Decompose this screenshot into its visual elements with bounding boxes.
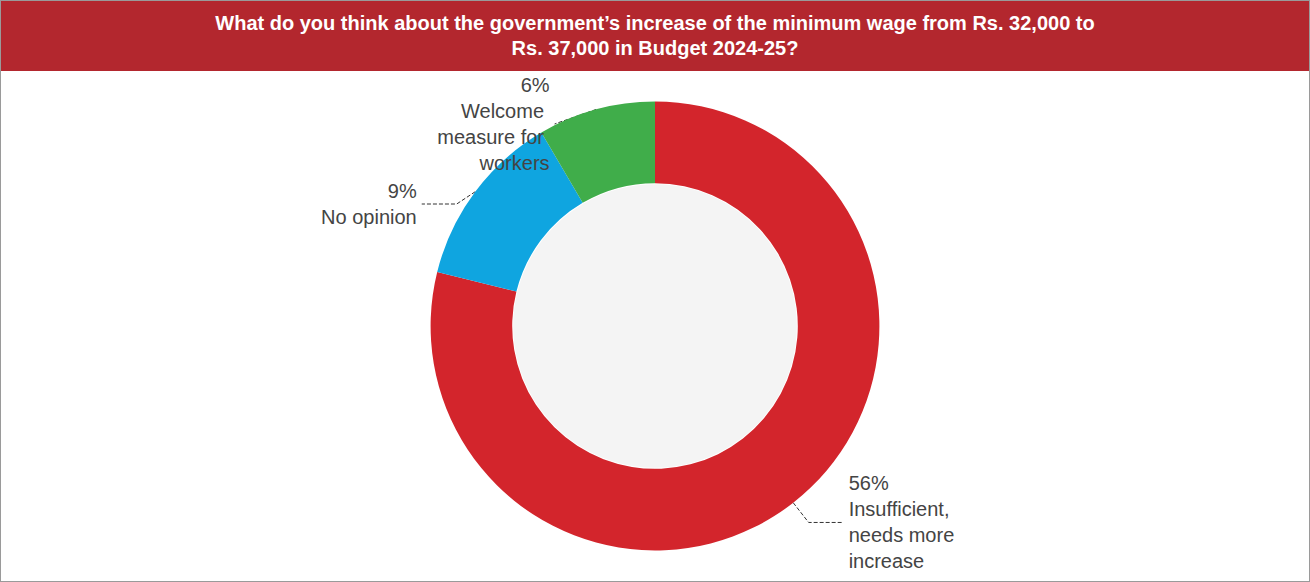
svg-text:needs more: needs more <box>849 524 960 546</box>
svg-text:No opinion: No opinion <box>321 206 417 228</box>
svg-text:6%: 6% <box>521 74 550 96</box>
svg-text:Insufficient,: Insufficient, <box>849 498 955 520</box>
svg-text:measure for: measure for <box>437 126 549 148</box>
svg-text:increase: increase <box>849 550 925 572</box>
svg-text:workers: workers <box>479 152 550 174</box>
svg-text:56%: 56% <box>849 472 889 494</box>
html-text:What do you think about the go: What do you think about the government’s… <box>215 12 1095 59</box>
svg-text:9%: 9% <box>388 180 417 202</box>
svg-text:Welcome: Welcome <box>461 100 550 122</box>
